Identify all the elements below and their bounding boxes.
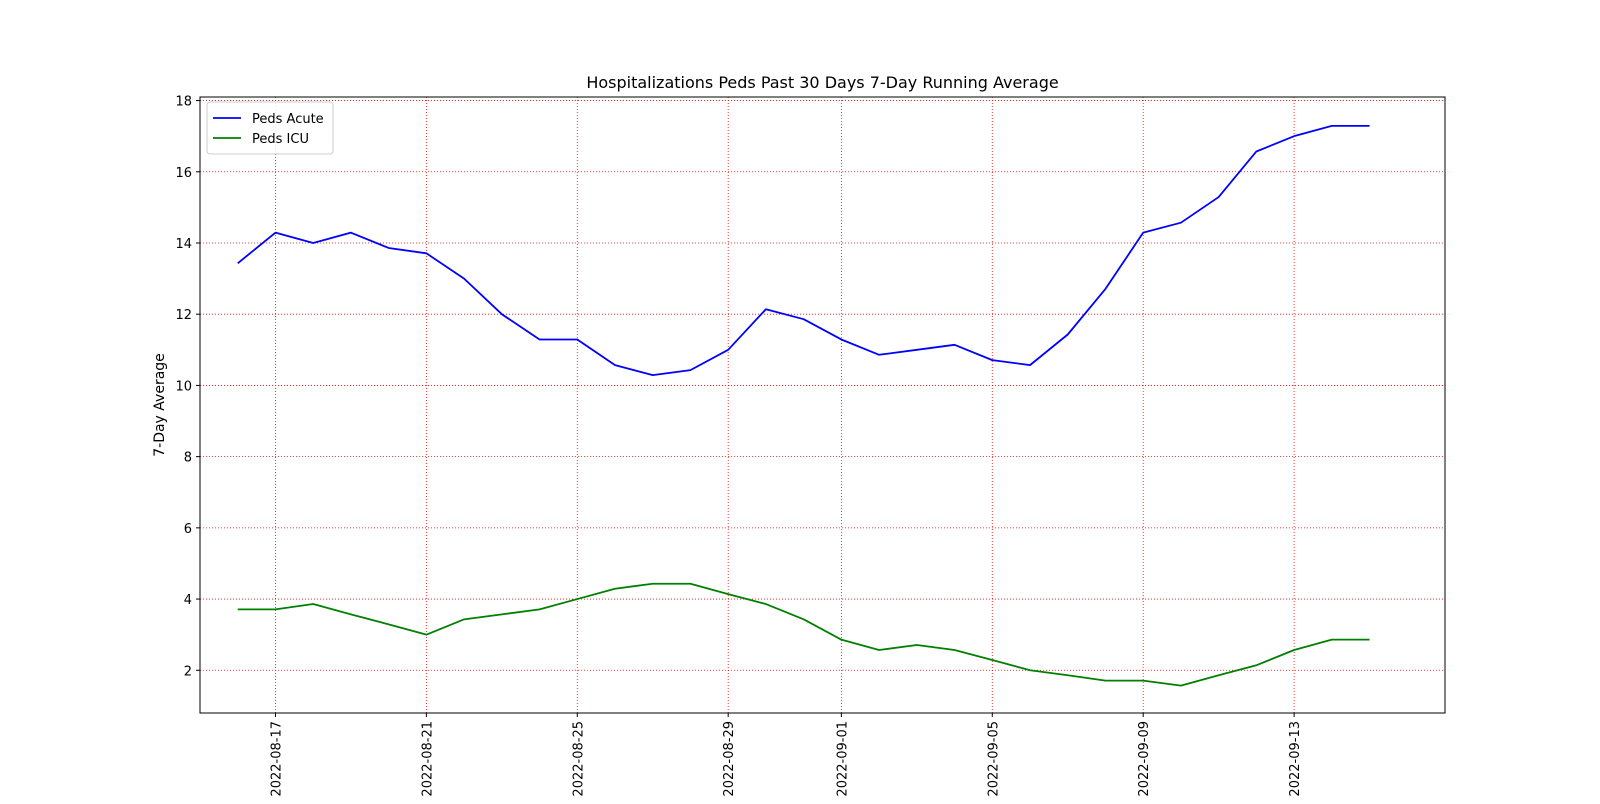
y-axis-label: 7-Day Average — [152, 353, 168, 457]
x-tick-label-1: 2022-08-21 — [420, 721, 435, 797]
series-line-peds-acute — [237, 124, 1370, 376]
y-tick-label-2: 6 — [184, 522, 192, 537]
y-tick-label-0: 2 — [184, 664, 192, 679]
legend-box — [206, 101, 334, 155]
x-tick-label-3: 2022-08-29 — [722, 721, 737, 797]
x-tick-label-5: 2022-09-05 — [986, 721, 1001, 797]
y-tick-label-6: 14 — [175, 237, 192, 252]
x-tick-label-4: 2022-09-01 — [835, 721, 850, 797]
legend-label-1: Peds ICU — [252, 132, 309, 147]
legend-label-0: Peds Acute — [252, 112, 324, 127]
y-tick-label-4: 10 — [175, 379, 192, 394]
y-tick-label-3: 8 — [184, 451, 192, 466]
x-tick-label-6: 2022-09-09 — [1137, 721, 1152, 797]
x-tick-label-7: 2022-09-13 — [1288, 721, 1303, 797]
y-tick-label-7: 16 — [175, 166, 192, 181]
y-tick-label-1: 4 — [184, 593, 192, 608]
x-tick-label-0: 2022-08-17 — [269, 721, 284, 797]
y-tick-label-5: 12 — [175, 308, 192, 323]
y-tick-label-8: 18 — [175, 95, 192, 110]
x-tick-label-2: 2022-08-25 — [571, 721, 586, 797]
plot-frame — [199, 96, 1446, 714]
chart-title: Hospitalizations Peds Past 30 Days 7-Day… — [586, 73, 1058, 92]
series-line-peds-icu — [237, 582, 1370, 687]
